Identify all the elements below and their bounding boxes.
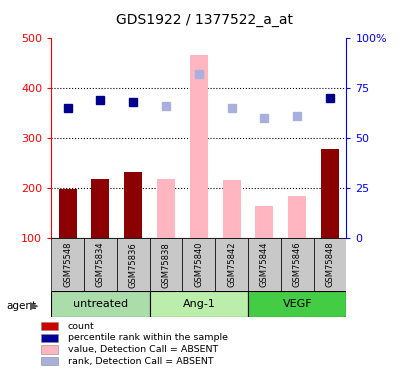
Text: agent: agent — [6, 301, 36, 310]
Text: GSM75846: GSM75846 — [292, 242, 301, 287]
Bar — [255, 206, 273, 238]
Text: ▶: ▶ — [29, 301, 38, 310]
Text: GSM75842: GSM75842 — [227, 242, 236, 287]
Bar — [51, 291, 149, 317]
Bar — [215, 238, 247, 291]
Bar — [117, 238, 149, 291]
Bar — [58, 189, 76, 238]
Bar — [182, 238, 215, 291]
Text: percentile rank within the sample: percentile rank within the sample — [67, 333, 227, 342]
Bar — [51, 238, 84, 291]
Text: value, Detection Call = ABSENT: value, Detection Call = ABSENT — [67, 345, 217, 354]
Bar — [189, 55, 207, 238]
Text: GSM75836: GSM75836 — [128, 242, 137, 288]
Bar — [124, 172, 142, 238]
Text: GSM75848: GSM75848 — [325, 242, 334, 287]
Text: VEGF: VEGF — [282, 299, 311, 309]
Bar — [320, 149, 338, 238]
Text: GSM75834: GSM75834 — [96, 242, 105, 287]
Text: Ang-1: Ang-1 — [182, 299, 215, 309]
Bar — [84, 238, 117, 291]
Text: untreated: untreated — [73, 299, 128, 309]
Bar — [247, 238, 280, 291]
Text: rank, Detection Call = ABSENT: rank, Detection Call = ABSENT — [67, 357, 213, 366]
Text: count: count — [67, 322, 94, 331]
Bar — [149, 238, 182, 291]
Bar — [149, 291, 247, 317]
Bar — [247, 291, 346, 317]
Text: GSM75840: GSM75840 — [194, 242, 203, 287]
Text: GSM75548: GSM75548 — [63, 242, 72, 287]
Text: GSM75838: GSM75838 — [161, 242, 170, 288]
Bar — [288, 196, 306, 238]
Bar — [91, 179, 109, 238]
Text: GDS1922 / 1377522_a_at: GDS1922 / 1377522_a_at — [116, 13, 293, 27]
Bar — [157, 179, 175, 238]
Bar — [313, 238, 346, 291]
Bar — [222, 180, 240, 238]
Text: GSM75844: GSM75844 — [259, 242, 268, 287]
Bar — [280, 238, 313, 291]
